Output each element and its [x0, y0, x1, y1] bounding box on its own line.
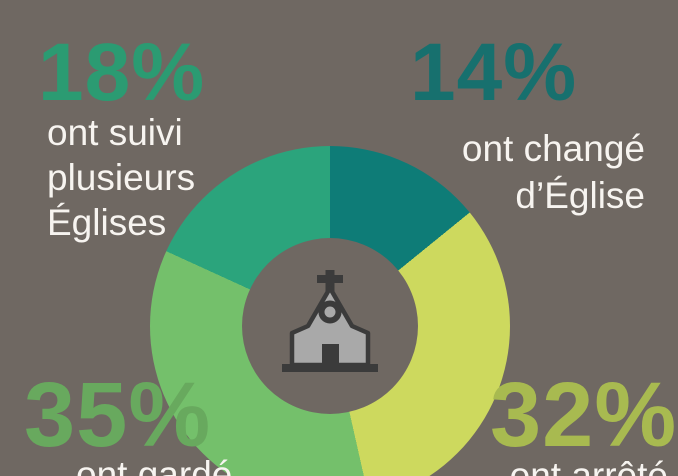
stat-value-change-eglise: 14% — [410, 27, 578, 118]
stat-value-arrete: 32% — [490, 364, 678, 466]
church-door — [322, 344, 339, 366]
stat-label-line: ont arrêté — [509, 455, 668, 476]
stat-label-line: ont changé — [461, 128, 645, 169]
church-platform — [282, 364, 378, 372]
donut-hole — [242, 238, 418, 414]
stat-label-line: ont suivi — [47, 112, 183, 153]
church-window — [318, 300, 342, 324]
church-cross-horizontal — [317, 275, 343, 283]
stat-label-line: Églises — [47, 202, 167, 243]
stat-value-suivi-plusieurs: 18% — [38, 27, 206, 118]
stat-label-arrete: ont arrêté — [510, 452, 668, 476]
stat-label-suivi-plusieurs: ont suivi plusieurs Églises — [47, 110, 195, 245]
stat-label-line: plusieurs — [47, 157, 196, 198]
stat-label-line: d’Église — [515, 175, 645, 216]
stat-label-line: ont gardé — [76, 454, 233, 476]
stat-label-change-eglise: ont changé d’Église — [462, 125, 645, 219]
stat-label-garde: ont gardé — [76, 452, 232, 476]
church-icon — [282, 270, 378, 372]
donut-chart — [150, 146, 510, 476]
stat-value-garde: 35% — [24, 364, 212, 466]
